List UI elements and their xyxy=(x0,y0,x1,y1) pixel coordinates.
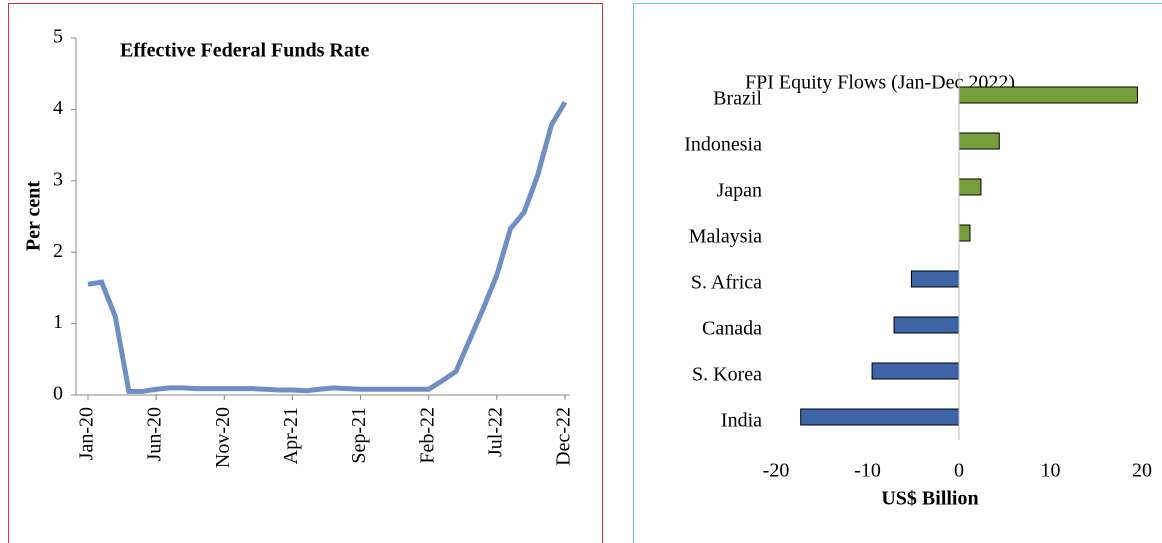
y-tick-label: Malaysia xyxy=(689,226,762,248)
bar xyxy=(958,224,971,242)
y-tick-label: Canada xyxy=(702,318,762,340)
y-tick-label: 2 xyxy=(53,240,63,262)
bar xyxy=(958,86,1138,104)
x-tick-label: Jul-22 xyxy=(484,407,506,457)
x-tick-label: Jan-20 xyxy=(76,407,98,460)
bar xyxy=(910,270,960,288)
line xyxy=(87,100,568,394)
x-tick-label: Apr-21 xyxy=(280,407,302,464)
x-tick-label: -10 xyxy=(854,460,881,482)
chart-title: FPI Equity Flows (Jan-Dec 2022) xyxy=(745,72,1015,94)
y-tick-label: 0 xyxy=(53,383,63,405)
y-tick-label: Indonesia xyxy=(684,134,762,156)
chart-title: Effective Federal Funds Rate xyxy=(120,40,370,62)
bar xyxy=(871,362,960,380)
y-tick-label: 4 xyxy=(53,97,63,119)
y-tick-label: 1 xyxy=(53,311,63,333)
y-tick-label: India xyxy=(721,410,762,432)
x-axis-label: US$ Billion xyxy=(881,488,978,510)
x-tick-label: 0 xyxy=(954,460,964,482)
x-tick-label: -20 xyxy=(763,460,790,482)
bar xyxy=(958,178,982,196)
x-tick-label: Sep-21 xyxy=(348,407,370,464)
y-tick-label: 3 xyxy=(53,168,63,190)
x-tick-label: 10 xyxy=(1041,460,1061,482)
y-axis-label: Per cent xyxy=(23,181,45,251)
y-tick-label: 5 xyxy=(53,26,63,48)
y-tick-label: Brazil xyxy=(713,88,762,110)
x-tick-label: Jun-20 xyxy=(144,407,166,461)
right-panel xyxy=(633,3,1162,543)
x-tick-label: Feb-22 xyxy=(416,407,438,464)
y-tick-label: S. Korea xyxy=(692,364,762,386)
x-tick-label: 20 xyxy=(1132,460,1152,482)
y-tick-label: S. Africa xyxy=(691,272,762,294)
left-panel xyxy=(8,3,603,543)
x-tick-label: Nov-20 xyxy=(212,407,234,468)
bar xyxy=(800,408,960,426)
bar xyxy=(893,316,960,334)
bar xyxy=(958,132,1000,150)
x-tick-label: Dec-22 xyxy=(553,407,575,466)
y-tick-label: Japan xyxy=(716,180,762,202)
